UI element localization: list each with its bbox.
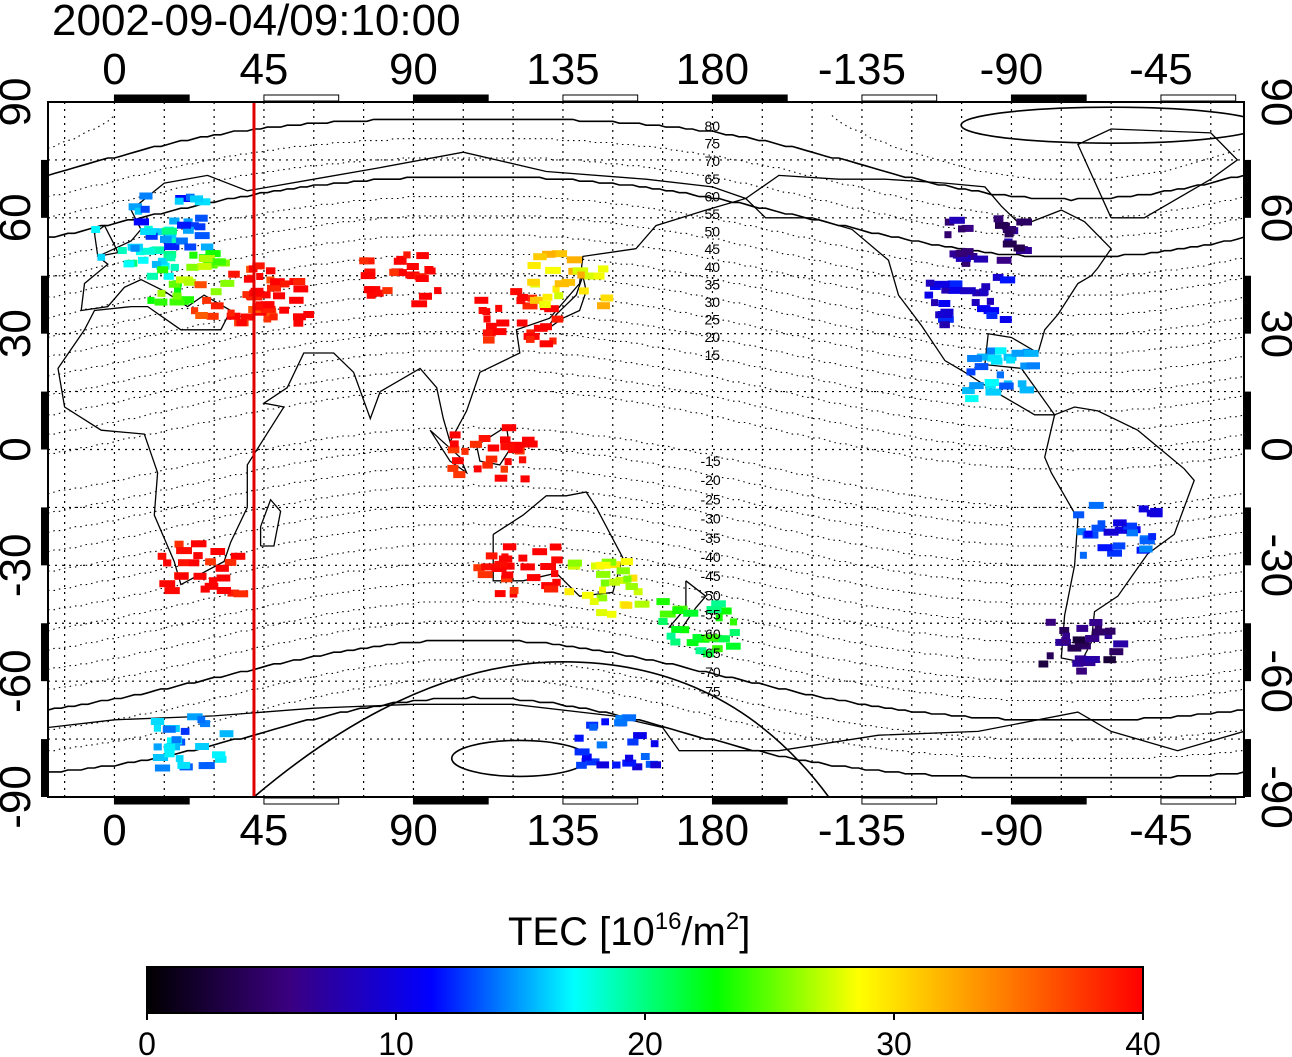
svg-text:50: 50 (704, 224, 720, 240)
svg-text:-55: -55 (700, 607, 720, 623)
y-tick-right: 30 (1252, 309, 1292, 358)
x-tick-top: -45 (1129, 45, 1193, 94)
colorbar-tick-labels: 0 10 20 30 40 (138, 1013, 1161, 1057)
x-tick-top: -135 (818, 45, 906, 94)
svg-text:70: 70 (704, 153, 720, 169)
x-tick-top: 45 (239, 45, 288, 94)
svg-text:-15: -15 (700, 453, 720, 469)
colorbar-tick: 40 (1125, 1026, 1161, 1057)
y-tick-right: -30 (1252, 534, 1292, 598)
colorbar-tick: 0 (138, 1026, 156, 1057)
map-title: 2002-09-04/09:10:00 (52, 0, 461, 45)
y-tick-left: -30 (0, 534, 40, 598)
svg-text:-65: -65 (700, 645, 720, 661)
svg-text:-25: -25 (700, 491, 720, 507)
svg-text:-60: -60 (700, 626, 720, 642)
y-tick-left: 90 (0, 78, 40, 127)
svg-text:-20: -20 (700, 472, 720, 488)
svg-text:60: 60 (704, 188, 720, 204)
svg-text:40: 40 (704, 259, 720, 275)
colorbar-tick: 30 (876, 1026, 912, 1057)
x-tick-bottom: 0 (102, 806, 126, 855)
x-tick-bottom: -135 (818, 806, 906, 855)
x-tick-bottom: 180 (676, 806, 749, 855)
y-tick-left: 60 (0, 193, 40, 242)
y-tick-left: 30 (0, 309, 40, 358)
svg-text:20: 20 (704, 329, 720, 345)
svg-text:65: 65 (704, 171, 720, 187)
y-tick-right: 0 (1252, 437, 1292, 461)
svg-text:-30: -30 (700, 511, 720, 527)
y-tick-left: -60 (0, 649, 40, 713)
y-tick-right: -90 (1252, 765, 1292, 829)
svg-text:35: 35 (704, 276, 720, 292)
x-tick-top: 180 (676, 45, 749, 94)
y-tick-left: 0 (0, 437, 40, 461)
y-tick-right: -60 (1252, 649, 1292, 713)
magnetic-latitude-contours (48, 106, 1244, 797)
svg-text:45: 45 (704, 241, 720, 257)
x-tick-bottom: -90 (980, 806, 1044, 855)
tec-data-points (91, 192, 1163, 772)
x-axis-top-labels: 0 45 90 135 180 -135 -90 -45 (102, 45, 1193, 94)
svg-text:15: 15 (704, 347, 720, 363)
x-tick-top: 135 (526, 45, 599, 94)
y-axis-right-labels: 90 60 30 0 -30 -60 -90 (1252, 78, 1292, 829)
colorbar-tick: 10 (378, 1026, 414, 1057)
svg-text:-40: -40 (700, 549, 720, 565)
svg-text:TEC [1016/m2]: TEC [1016/m2] (508, 908, 750, 954)
y-tick-right: 60 (1252, 193, 1292, 242)
svg-text:-45: -45 (700, 568, 720, 584)
x-tick-top: 90 (389, 45, 438, 94)
svg-text:55: 55 (704, 206, 720, 222)
colorbar (146, 966, 1144, 1014)
svg-text:30: 30 (704, 294, 720, 310)
svg-text:-75: -75 (700, 683, 720, 699)
svg-text:80: 80 (704, 118, 720, 134)
colorbar-title: TEC [1016/m2] (508, 908, 750, 954)
svg-text:75: 75 (704, 136, 720, 152)
y-tick-right: 90 (1252, 78, 1292, 127)
x-tick-top: -90 (980, 45, 1044, 94)
x-tick-bottom: 90 (389, 806, 438, 855)
colorbar-tick: 20 (627, 1026, 663, 1057)
x-tick-bottom: 135 (526, 806, 599, 855)
x-tick-top: 0 (102, 45, 126, 94)
y-tick-left: -90 (0, 765, 40, 829)
x-tick-bottom: 45 (239, 806, 288, 855)
coastlines (48, 128, 1244, 752)
x-tick-bottom: -45 (1129, 806, 1193, 855)
svg-text:25: 25 (704, 312, 720, 328)
svg-text:-50: -50 (700, 587, 720, 603)
plot-frame-ticks (41, 94, 1251, 805)
svg-text:-35: -35 (700, 530, 720, 546)
y-axis-left-labels: 90 60 30 0 -30 -60 -90 (0, 78, 40, 829)
x-axis-bottom-labels: 0 45 90 135 180 -135 -90 -45 (102, 806, 1193, 855)
svg-text:-70: -70 (700, 664, 720, 680)
